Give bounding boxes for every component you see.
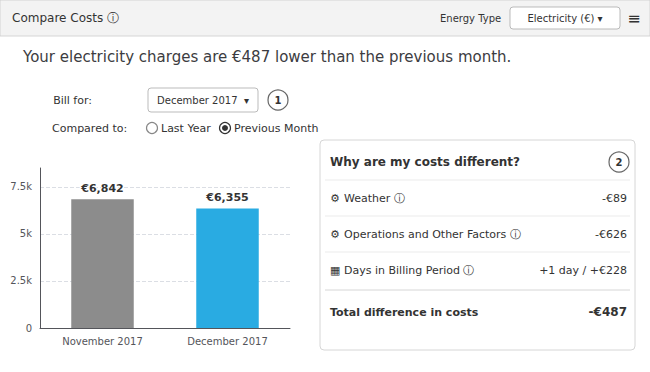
svg-text:-€89: -€89 (602, 192, 627, 205)
svg-text:-€626: -€626 (595, 228, 627, 241)
svg-text:Electricity (€) ▾: Electricity (€) ▾ (527, 13, 602, 24)
svg-text:0: 0 (26, 323, 32, 334)
svg-text:Energy Type: Energy Type (440, 13, 501, 24)
svg-text:Last Year: Last Year (161, 122, 211, 135)
svg-text:1: 1 (275, 95, 282, 106)
svg-text:December 2017 ▾: December 2017 ▾ (157, 95, 249, 106)
svg-text:⚙: ⚙ (330, 228, 340, 241)
svg-text:€6,355: €6,355 (205, 191, 248, 204)
svg-text:7.5k: 7.5k (10, 181, 32, 192)
svg-text:⚙: ⚙ (330, 192, 340, 205)
svg-text:Operations and Other Factors ⓘ: Operations and Other Factors ⓘ (344, 228, 521, 241)
svg-text:Total difference in costs: Total difference in costs (330, 306, 479, 319)
svg-text:Compare Costs ⓘ: Compare Costs ⓘ (12, 11, 119, 25)
svg-text:Weather ⓘ: Weather ⓘ (344, 192, 405, 205)
svg-text:Compared to:: Compared to: (52, 122, 127, 135)
svg-text:2.5k: 2.5k (10, 275, 32, 286)
svg-text:▦: ▦ (330, 264, 340, 277)
svg-text:Your electricity charges are €: Your electricity charges are €487 lower … (22, 48, 511, 66)
svg-text:Days in Billing Period ⓘ: Days in Billing Period ⓘ (344, 264, 475, 277)
svg-text:-€487: -€487 (589, 305, 627, 319)
svg-text:Why are my costs different?: Why are my costs different? (330, 155, 520, 169)
svg-text:+1 day / +€228: +1 day / +€228 (539, 264, 627, 277)
svg-text:2: 2 (616, 157, 623, 168)
svg-text:€6,842: €6,842 (80, 182, 123, 195)
svg-text:≡: ≡ (627, 9, 640, 28)
svg-text:5k: 5k (20, 228, 32, 239)
svg-text:December 2017: December 2017 (187, 336, 267, 347)
svg-text:November 2017: November 2017 (62, 336, 143, 347)
svg-text:Previous Month: Previous Month (234, 122, 318, 135)
svg-text:Bill for:: Bill for: (53, 94, 92, 107)
